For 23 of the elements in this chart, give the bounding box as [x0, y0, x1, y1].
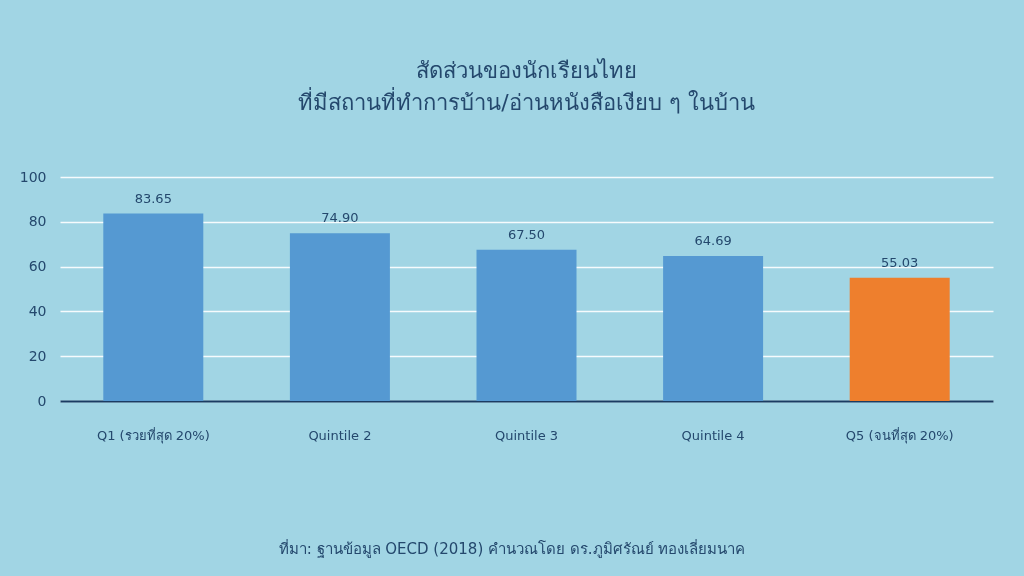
x-tick-label: Quintile 3	[494, 427, 559, 443]
bar	[476, 249, 577, 401]
y-tick-label: 0	[37, 392, 47, 409]
y-tick-label: 20	[28, 347, 47, 364]
data-label: 67.50	[507, 226, 546, 242]
y-tick-label: 40	[28, 302, 47, 319]
x-tick-label: Q1 (รวยที่สุด 20%)	[96, 426, 210, 444]
data-label: 74.90	[321, 210, 359, 226]
bar	[103, 213, 204, 401]
bar	[289, 233, 390, 401]
y-tick-label: 60	[28, 258, 47, 275]
bar	[663, 256, 764, 401]
y-tick-label: 80	[28, 213, 47, 230]
x-tick-label: Quintile 4	[681, 427, 745, 443]
chart-title: สัดส่วนของนักเรียนไทย ที่มีสถานที่ทำการบ้าน/อ่านหนังสือเงียบ ๆ ในบ้าน	[298, 58, 755, 115]
x-tick-label: Q5 (จนที่สุด 20%)	[845, 426, 954, 444]
data-label: 64.69	[694, 233, 732, 249]
data-label: 55.03	[881, 254, 919, 270]
data-label: 83.65	[134, 190, 172, 206]
x-tick-label: Quintile 2	[308, 427, 372, 443]
bar	[849, 277, 950, 401]
text: ที่มา: ฐานข้อมูล OECD (2018) คำนวณโดย ดร.ภูมิศรัณย์ ทองเลี่ยมนาค	[278, 538, 746, 558]
y-tick-label: 100	[19, 168, 47, 185]
